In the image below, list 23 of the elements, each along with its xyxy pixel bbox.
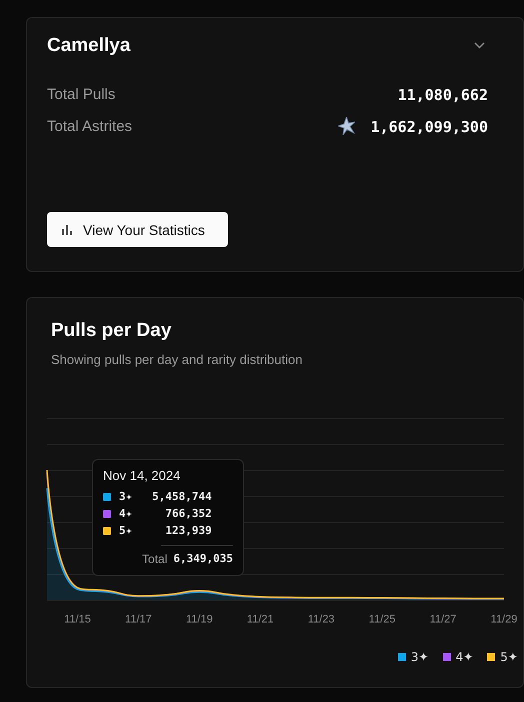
hover-card: Nov 14, 2024 3✦ 5,458,744 4✦ 766,352 5✦ 123,939 Total 6,349,035 [92, 459, 244, 576]
x-tick-label: 11/23 [308, 614, 335, 626]
x-tick-label: 11/19 [186, 614, 213, 626]
legend-label: 4✦ [456, 650, 474, 664]
legend-label: 5✦ [500, 650, 518, 664]
chart-title: Pulls per Day [51, 320, 172, 342]
text: View Your Statistics [83, 222, 205, 238]
text: 11,080,662 [398, 86, 488, 104]
text: Total Pulls [47, 86, 116, 103]
x-tick-label: 11/29 [490, 614, 518, 626]
chart-subtitle: Showing pulls per day and rarity distribution [51, 352, 302, 367]
annotation: Total [141, 552, 168, 566]
x-tick-label: 11/25 [368, 614, 396, 626]
x-tick-label: 11/17 [125, 614, 152, 626]
text: Total Astrites [47, 118, 132, 135]
annotation: Nov 14, 2024 [103, 468, 182, 483]
text: 1,662,099,300 [370, 118, 488, 136]
legend-label: 3✦ [410, 650, 429, 664]
annotation: 6,349,035 [173, 552, 233, 565]
x-tick-label: 11/15 [64, 614, 91, 626]
x-tick-label: 11/27 [430, 614, 456, 626]
x-tick-label: 11/21 [246, 614, 274, 626]
text: Camellya [47, 35, 130, 57]
